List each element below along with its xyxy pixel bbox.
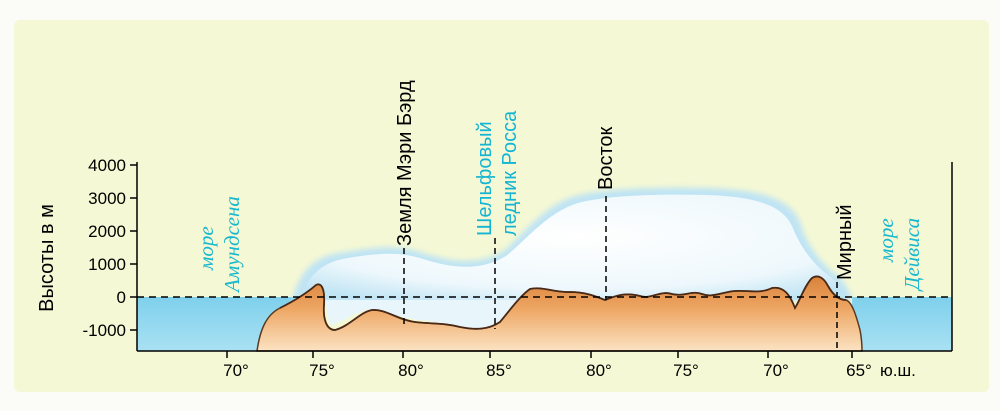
ice-shelf xyxy=(325,300,520,331)
x-tick-70-left: 70° xyxy=(223,361,249,380)
x-tick-75-right: 75° xyxy=(673,361,699,380)
label-mary-byrd-land: Земля Мэри Бэрд xyxy=(394,80,416,246)
label-ross-ice-shelf-line2: ледник Росса xyxy=(499,110,521,236)
x-ticks xyxy=(226,351,853,358)
y-tick-4000: 4000 xyxy=(88,156,126,175)
x-tick-70-right: 70° xyxy=(763,361,789,380)
label-ross-ice-shelf-line1: Шельфовый xyxy=(474,121,496,236)
x-tick-80-left: 80° xyxy=(398,361,424,380)
x-tick-65: 65° xyxy=(846,361,872,380)
x-axis-unit: ю.ш. xyxy=(880,361,916,380)
y-ticks xyxy=(130,164,137,331)
ice-sheet xyxy=(300,194,848,300)
label-amundsen-sea-line1: море xyxy=(194,226,218,271)
y-tick-2000: 2000 xyxy=(88,222,126,241)
label-davis-sea-line1: море xyxy=(874,218,898,263)
x-tick-85: 85° xyxy=(486,361,512,380)
y-tick-1000: 1000 xyxy=(88,255,126,274)
x-tick-75-left: 75° xyxy=(309,361,335,380)
label-vostok: Восток xyxy=(595,126,617,190)
label-davis-sea-line2: Дейвиса xyxy=(900,218,924,292)
y-tick-3000: 3000 xyxy=(88,189,126,208)
label-mirny: Мирный xyxy=(834,204,856,280)
bedrock-surface xyxy=(279,275,847,331)
y-axis-title: Высоты в м xyxy=(36,204,58,312)
y-tick-0: 0 xyxy=(117,288,126,307)
x-tick-80-right: 80° xyxy=(586,361,612,380)
y-tick-minus-1000: -1000 xyxy=(83,321,126,340)
label-amundsen-sea-line2: Амундсена xyxy=(220,196,244,294)
sea-right xyxy=(852,297,952,351)
